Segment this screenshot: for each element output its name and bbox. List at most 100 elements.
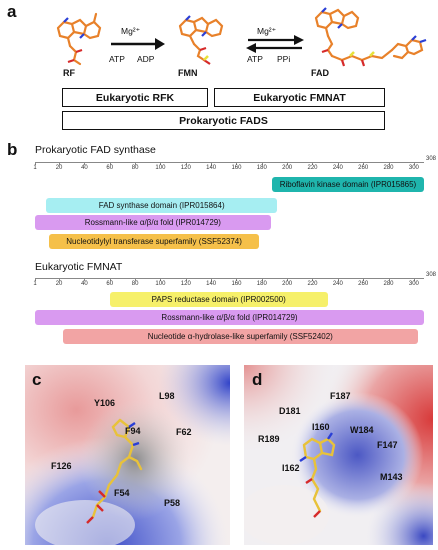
rf-label: RF — [63, 68, 75, 78]
axis-tick-label: 40 — [81, 281, 88, 287]
arrow1-metal: Mg²⁺ — [121, 26, 141, 36]
fmn-label: FMN — [178, 68, 198, 78]
axis-tick-label: 260 — [358, 281, 369, 287]
axis-tick — [160, 162, 162, 165]
axis-tick — [59, 278, 61, 281]
axis-tick — [59, 162, 61, 165]
axis-tick-label: 20 — [55, 165, 63, 171]
sequence-length-label: 308 — [425, 156, 437, 162]
sequence-length-label: 308 — [425, 272, 437, 278]
axis-tick — [185, 278, 187, 281]
axis-tick — [211, 278, 213, 281]
domain-bar: Rossmann-like α/β/α fold (IPR014729) — [35, 215, 271, 230]
axis-tick-label: 280 — [383, 281, 394, 287]
axis-tick — [388, 278, 390, 281]
axis-tick — [135, 162, 137, 165]
residue-label: M143 — [380, 472, 403, 482]
sequence-axis-line — [35, 278, 424, 279]
axis-tick-label: 160 — [231, 281, 242, 287]
residue-label: F147 — [377, 440, 398, 450]
axis-tick — [312, 162, 314, 165]
residue-label: D181 — [279, 406, 301, 416]
axis-tick-label: 200 — [282, 165, 293, 171]
axis-tick — [35, 162, 36, 165]
axis-tick — [211, 162, 213, 165]
domain-bar: Riboflavin kinase domain (IPR015865) — [271, 177, 424, 192]
axis-tick-label: 100 — [155, 165, 166, 171]
axis-tick — [109, 162, 111, 165]
axis-tick — [337, 162, 339, 165]
eukaryotic-fmnat-box: Eukaryotic FMNAT — [214, 88, 385, 107]
axis-tick-label: 140 — [206, 165, 217, 171]
axis-tick — [413, 162, 415, 165]
panel-c-letter: c — [32, 370, 42, 389]
arrow2-right-label: PPi — [277, 54, 291, 64]
axis-tick-label: 60 — [106, 165, 114, 171]
axis-tick-label: 120 — [180, 165, 191, 171]
axis-tick-label: 40 — [81, 165, 88, 171]
axis-tick-label: 1 — [33, 165, 37, 171]
axis-tick-label: 240 — [332, 165, 343, 171]
axis-tick — [35, 278, 36, 281]
residue-label: L98 — [159, 391, 175, 401]
fmn-molecule-structure — [178, 15, 224, 65]
axis-tick-label: 240 — [332, 281, 343, 287]
panel-b-letter: b — [7, 140, 18, 159]
residue-label: F126 — [51, 461, 72, 471]
prokaryotic-domain-track: 1 20 40 60 80 100 120 140 160 180 200 220 240 260 280 3… — [0, 0, 438, 260]
domain-bar: Nucleotidylyl transferase superfamily (S… — [48, 234, 260, 249]
axis-tick — [261, 278, 263, 281]
axis-tick-label: 220 — [307, 281, 318, 287]
axis-tick-label: 180 — [256, 281, 267, 287]
residue-label: R189 — [258, 434, 280, 444]
residue-label: Y106 — [94, 398, 116, 408]
residue-label: F94 — [125, 426, 141, 436]
arrow1-right-label: ADP — [137, 54, 155, 64]
eukaryotic-rfk-box: Eukaryotic RFK — [62, 88, 208, 107]
axis-tick — [236, 278, 238, 281]
axis-tick — [261, 162, 263, 165]
arrow2-left-label: ATP — [247, 54, 263, 64]
domain-bar: Rossmann-like α/β/α fold (IPR014729) — [35, 310, 424, 325]
axis-tick-label: 80 — [131, 165, 139, 171]
axis-tick — [236, 162, 238, 165]
axis-tick — [84, 278, 86, 281]
residue-label: I160 — [312, 422, 330, 432]
forward-arrow-icon — [111, 38, 165, 50]
residue-label: F62 — [176, 427, 192, 437]
axis-tick-label: 260 — [358, 165, 369, 171]
axis-tick — [287, 278, 289, 281]
reversible-arrow-icon — [246, 35, 304, 53]
axis-tick — [413, 278, 415, 281]
sequence-axis-line — [35, 162, 424, 163]
axis-tick — [388, 162, 390, 165]
axis-tick-label: 160 — [231, 165, 242, 171]
axis-tick — [337, 278, 339, 281]
axis-tick-label: 140 — [206, 281, 217, 287]
residue-label: W184 — [350, 425, 374, 435]
axis-tick-label: 300 — [408, 165, 419, 171]
residue-label: F187 — [330, 391, 351, 401]
axis-tick-label: 200 — [282, 281, 293, 287]
axis-tick-label: 100 — [155, 281, 166, 287]
domain-bar: Nucleotide α-hydrolase-like superfamily … — [62, 329, 418, 344]
panel-d-surface-image — [244, 365, 433, 545]
axis-tick-label: 300 — [408, 281, 419, 287]
prokaryotic-fads-box: Prokaryotic FADS — [62, 111, 385, 130]
residue-label: F54 — [114, 488, 130, 498]
panel-c-surface-image — [25, 365, 230, 545]
fad-molecule-structure — [314, 7, 427, 67]
fad-label: FAD — [311, 68, 329, 78]
rf-molecule-structure — [56, 12, 102, 66]
axis-tick-label: 60 — [106, 281, 114, 287]
axis-tick — [287, 162, 289, 165]
axis-tick — [312, 278, 314, 281]
axis-tick-label: 180 — [256, 165, 267, 171]
axis-tick-label: 220 — [307, 165, 318, 171]
axis-tick — [363, 162, 365, 165]
axis-tick — [84, 162, 86, 165]
arrow1-left-label: ATP — [109, 54, 125, 64]
panel-d-letter: d — [252, 370, 263, 389]
residue-label: I162 — [282, 463, 300, 473]
axis-tick-label: 80 — [131, 281, 139, 287]
